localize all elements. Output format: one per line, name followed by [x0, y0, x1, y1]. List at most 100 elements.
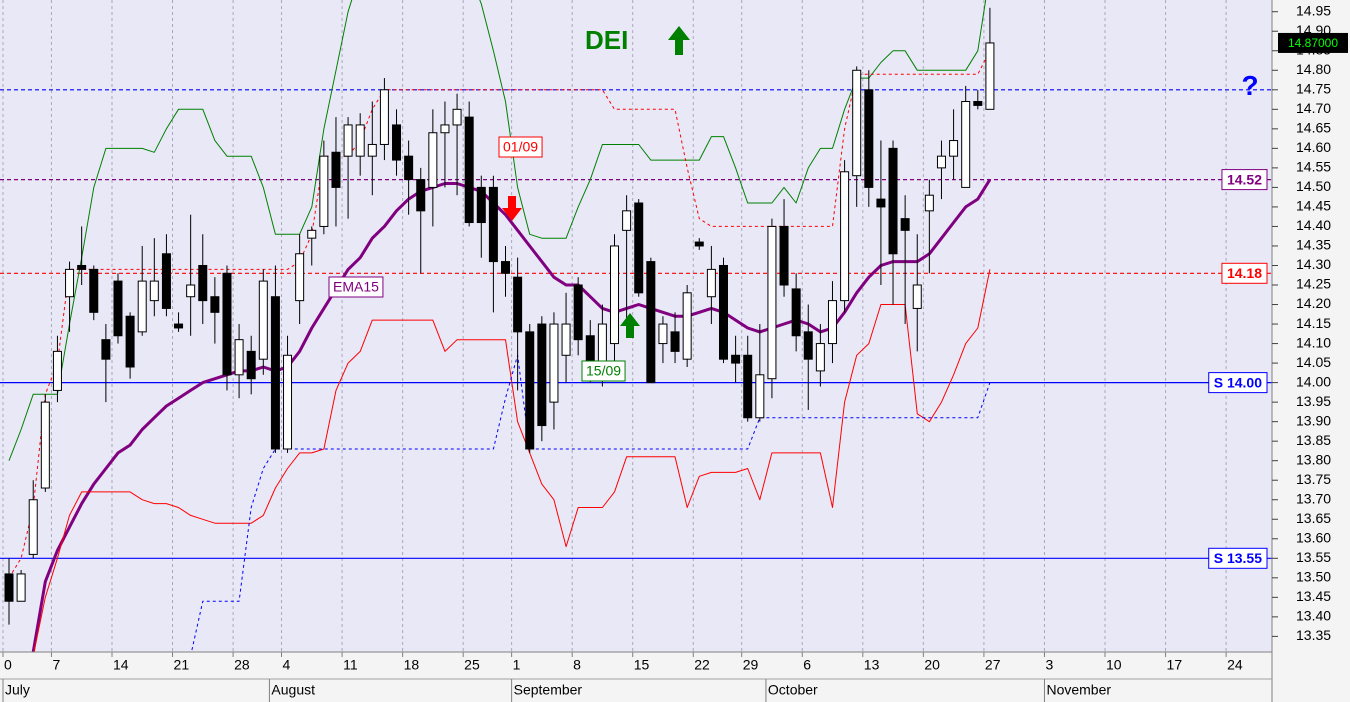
- x-tick-label: 11: [343, 657, 358, 673]
- x-tick-label: 15: [634, 657, 650, 673]
- candle-body: [222, 272, 232, 376]
- y-tick-label: 14.20: [1296, 295, 1331, 311]
- candle-body: [888, 147, 898, 255]
- x-tick-label: 6: [803, 657, 811, 673]
- y-tick-label: 13.50: [1296, 569, 1331, 585]
- candle-body: [864, 89, 874, 188]
- line-name-box: [328, 276, 384, 298]
- y-tick-label: 14.15: [1296, 315, 1331, 331]
- price-axis-background: [1272, 0, 1350, 702]
- x-tick-label: 14: [113, 657, 129, 673]
- candle-body: [827, 300, 837, 345]
- candle-body: [549, 323, 559, 403]
- level-marker: ?: [1241, 70, 1258, 101]
- level-label: S 13.55: [1214, 550, 1262, 566]
- y-tick-label: 13.45: [1296, 588, 1331, 604]
- y-tick-label: 14.75: [1296, 80, 1331, 96]
- month-label: November: [1046, 682, 1111, 698]
- candle-body: [101, 339, 111, 360]
- x-tick-label: 22: [694, 657, 710, 673]
- candle-body: [755, 374, 765, 419]
- candle-body: [961, 101, 971, 188]
- y-tick-label: 14.35: [1296, 237, 1331, 253]
- month-label: July: [5, 682, 30, 698]
- candle-body: [924, 194, 934, 212]
- candle-body: [718, 264, 728, 360]
- candle-body: [65, 268, 75, 298]
- x-tick-label: 3: [1045, 657, 1053, 673]
- indicator-line: [8, 0, 987, 461]
- y-tick-label: 14.70: [1296, 100, 1331, 116]
- candle-body: [174, 323, 184, 329]
- candle-body: [283, 354, 293, 450]
- level-label-box: [1208, 547, 1268, 569]
- candle-body: [634, 202, 644, 294]
- candle-body: [40, 401, 50, 489]
- candle-body: [16, 573, 26, 602]
- candle-body: [791, 288, 801, 337]
- candle-body: [852, 69, 862, 177]
- candle-body: [392, 124, 402, 161]
- last-price-box: [1278, 32, 1348, 53]
- y-tick-label: 13.90: [1296, 412, 1331, 428]
- candle-body: [89, 268, 99, 313]
- candle-body: [985, 42, 995, 110]
- candle-body: [513, 276, 523, 333]
- y-tick-label: 14.40: [1296, 217, 1331, 233]
- x-tick-label: 28: [234, 657, 250, 673]
- indicator-line: [190, 354, 991, 652]
- candle-body: [936, 155, 946, 169]
- candle-body: [949, 140, 959, 157]
- candle-body: [149, 280, 159, 302]
- y-tick-label: 14.55: [1296, 159, 1331, 175]
- candle-body: [404, 155, 414, 181]
- y-tick-label: 13.75: [1296, 471, 1331, 487]
- candle-body: [803, 331, 813, 360]
- y-tick-label: 13.70: [1296, 490, 1331, 506]
- y-tick-label: 13.35: [1296, 627, 1331, 643]
- candle-body: [246, 350, 256, 380]
- candle-body: [525, 331, 535, 450]
- candle-body: [561, 323, 571, 356]
- x-tick-label: 17: [1167, 657, 1183, 673]
- month-label: October: [768, 682, 818, 698]
- candle-body: [125, 315, 135, 368]
- note-label: 01/09: [503, 139, 538, 155]
- candle-body: [295, 253, 305, 302]
- candle-body: [379, 89, 389, 145]
- candle-body: [331, 151, 341, 188]
- x-tick-label: 24: [1227, 657, 1243, 673]
- candle-body: [416, 179, 426, 212]
- candle-body: [743, 354, 753, 419]
- candle-body: [658, 323, 668, 345]
- candle-body: [343, 124, 353, 157]
- candle-body: [646, 261, 656, 384]
- y-tick-label: 13.40: [1296, 608, 1331, 624]
- note-label: 15/09: [586, 363, 621, 379]
- date-axis-background: [0, 652, 1272, 702]
- y-tick-label: 13.65: [1296, 510, 1331, 526]
- y-tick-label: 13.80: [1296, 451, 1331, 467]
- candle-body: [815, 343, 825, 372]
- y-tick-label: 13.85: [1296, 432, 1331, 448]
- up-arrow-icon: [668, 26, 690, 55]
- indicator-line: [33, 269, 991, 652]
- last-price-label: 14.87000: [1288, 36, 1338, 50]
- plot-layer: [0, 0, 1272, 652]
- down-arrow-icon: [502, 196, 522, 221]
- candle-body: [52, 350, 62, 391]
- candle-body: [428, 132, 438, 188]
- candle-body: [900, 218, 910, 231]
- candle-body: [501, 261, 511, 274]
- candle-body: [234, 339, 244, 376]
- y-tick-label: 14.10: [1296, 334, 1331, 350]
- candle-body: [440, 124, 450, 134]
- y-tick-label: 13.55: [1296, 549, 1331, 565]
- y-tick-label: 14.60: [1296, 139, 1331, 155]
- candle-body: [585, 335, 595, 364]
- candle-body: [731, 354, 741, 364]
